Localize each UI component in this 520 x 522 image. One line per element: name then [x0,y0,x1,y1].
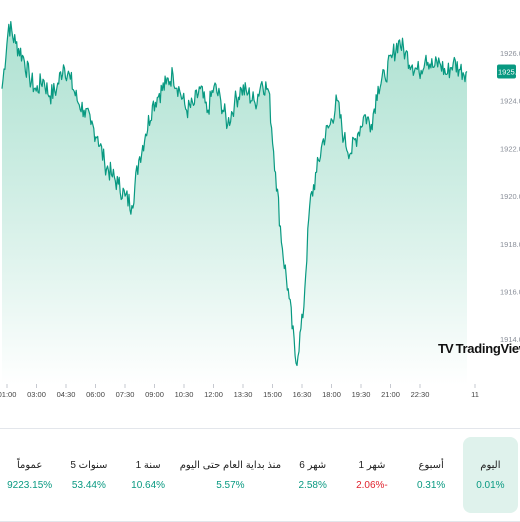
x-tick-label: 07:30 [116,390,135,399]
performance-period-label: 6 شهر [299,459,327,471]
y-tick-label: 1922.00 [500,144,520,153]
performance-period-label: 1 شهر [358,459,386,471]
x-tick-label: 06:00 [86,390,105,399]
tradingview-logo[interactable]: TV TradingView [438,341,520,356]
performance-cell[interactable]: 1 سنة 10.64% [121,437,176,513]
performance-change-value: 0.31% [416,479,446,491]
performance-change-value: 5.57% [216,479,245,491]
y-tick-label: 1924.00 [500,97,520,106]
x-tick-label: 10:30 [175,390,194,399]
performance-cell[interactable]: عموماً 9223.15% [2,437,57,513]
x-tick-label: 22:30 [411,390,430,399]
performance-period-label: 5 سنوات [70,459,108,471]
x-tick-label: 04:30 [57,390,76,399]
x-tick-label: 13:30 [234,390,253,399]
performance-change-value: 9223.15% [7,479,53,491]
y-tick-label: 1916.00 [500,288,520,297]
performance-period-label: عموماً [16,459,43,471]
performance-row: اليوم 0.01% أسبوع 0.31% 1 شهر 2.06%- 6 شهر 2.58… [0,437,520,513]
y-tick-label: 1914.00 [500,335,520,344]
price-line [1,21,468,367]
performance-period-label: أسبوع [418,459,444,471]
x-tick-label: 09:00 [145,390,164,399]
performance-cell[interactable]: 5 سنوات 53.44% [61,437,116,513]
last-price-label: 1925.22 [498,68,520,77]
last-price-tag [497,64,516,79]
performance-cell[interactable]: اليوم 0.01% [462,437,518,513]
performance-change-value: 10.64% [131,479,166,491]
performance-period-label: اليوم [480,459,501,471]
performance-cell[interactable]: منذ بداية العام حتى اليوم 5.57% [180,437,281,513]
performance-change-value: 2.06%- [356,479,388,491]
x-tick-label: 16:30 [293,390,312,399]
tradingview-mark-icon: TV [438,341,454,356]
performance-change-value: 2.58% [298,479,327,491]
performance-cell[interactable]: 6 شهر 2.58% [285,437,340,513]
y-tick-label: 1918.00 [500,240,520,249]
price-area-fill [2,21,467,385]
y-tick-label: 1926.00 [500,49,520,58]
x-tick-label: 12:00 [204,390,223,399]
x-tick-label: 18:00 [322,390,341,399]
x-tick-label: 19:30 [352,390,371,399]
performance-cell[interactable]: 1 شهر 2.06%- [344,437,399,513]
y-tick-label: 1920.00 [500,192,520,201]
x-tick-label: 11 [471,390,479,399]
chart-canvas[interactable]: 1926.00 1924.00 1922.00 1920.00 1918.00 1916.… [0,0,520,420]
price-chart[interactable]: 1926.00 1924.00 1922.00 1920.00 1918.00 1916.… [0,0,520,420]
x-tick-label: 03:00 [27,390,46,399]
performance-period-label: 1 سنة [135,459,161,471]
x-tick-label: 21:00 [381,390,400,399]
x-tick-label: 15:00 [263,390,282,399]
performance-cell[interactable]: أسبوع 0.31% [404,437,459,513]
performance-change-value: 53.44% [71,479,106,491]
tradingview-wordmark: TradingView [455,341,520,356]
performance-period-label: منذ بداية العام حتى اليوم [179,459,282,471]
x-tick-label: 01:00 [0,390,16,399]
performance-change-value: 0.01% [476,479,505,491]
performance-bar: اليوم 0.01% أسبوع 0.31% 1 شهر 2.06%- 6 شهر 2.58… [0,428,520,522]
